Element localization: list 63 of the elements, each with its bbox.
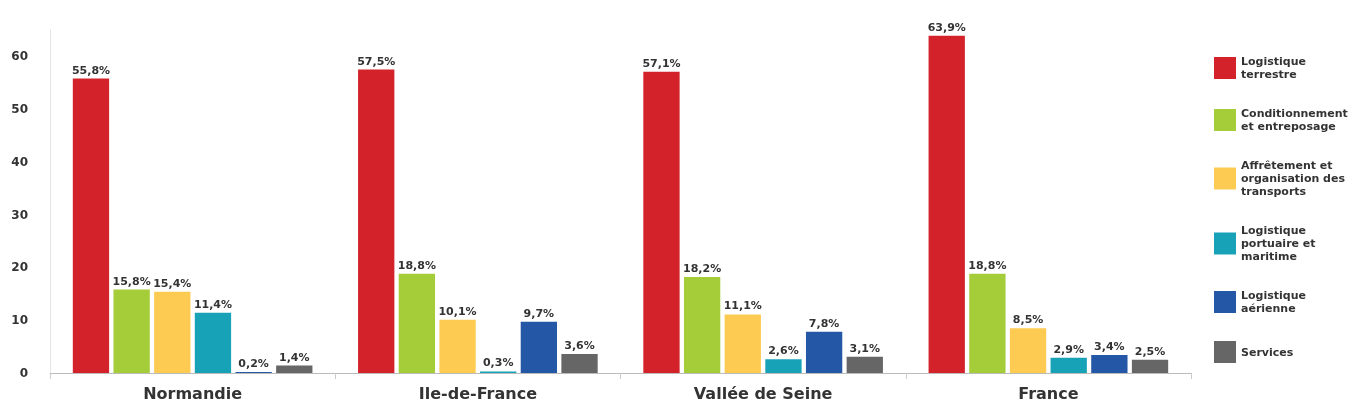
x-tick-label: Vallée de Seine bbox=[693, 383, 833, 403]
data-label: 0,3% bbox=[482, 356, 514, 370]
data-label: 57,5% bbox=[357, 54, 396, 68]
bar bbox=[72, 78, 110, 373]
data-label: 3,6% bbox=[564, 339, 595, 352]
bar bbox=[683, 276, 721, 373]
bar bbox=[928, 35, 965, 373]
x-tick-label: Ile-de-France bbox=[418, 383, 538, 403]
bar bbox=[439, 319, 476, 373]
x-tick-label: Normandie bbox=[143, 383, 243, 403]
data-label: 15,8% bbox=[112, 274, 151, 288]
data-label: 8,5% bbox=[1012, 313, 1044, 327]
data-label: 18,8% bbox=[968, 258, 1007, 272]
bar bbox=[805, 331, 843, 373]
bar bbox=[724, 314, 761, 373]
data-label: 55,8% bbox=[71, 63, 111, 77]
data-label: 10,1% bbox=[438, 304, 477, 318]
y-tick-label: 40 bbox=[11, 154, 28, 169]
data-label: 3,4% bbox=[1094, 340, 1125, 354]
y-tick-label: 60 bbox=[11, 49, 28, 64]
data-label: 18,8% bbox=[397, 258, 436, 272]
data-label: 18,2% bbox=[683, 261, 722, 275]
y-tick-label: 20 bbox=[11, 260, 28, 275]
bar bbox=[1131, 359, 1169, 373]
legend-label: Logistique portuaire et maritime bbox=[1241, 224, 1320, 263]
y-tick-label: 50 bbox=[11, 102, 28, 117]
bar bbox=[398, 273, 436, 373]
legend-label: Conditionnement et entreposage bbox=[1241, 107, 1352, 133]
bar bbox=[643, 71, 680, 373]
data-label: 0,2% bbox=[238, 356, 269, 370]
data-label: 1,4% bbox=[279, 350, 310, 364]
data-label: 9,7% bbox=[523, 306, 555, 320]
data-label: 11,4% bbox=[193, 297, 233, 311]
bar bbox=[194, 312, 232, 373]
legend-label: Logistique aérienne bbox=[1241, 289, 1310, 315]
data-label: 57,1% bbox=[642, 56, 681, 70]
y-tick-label: 0 bbox=[19, 366, 28, 380]
bar bbox=[846, 356, 883, 373]
bar bbox=[1050, 357, 1087, 373]
bar bbox=[1009, 328, 1047, 373]
legend-label: Services bbox=[1241, 345, 1294, 359]
bar bbox=[113, 289, 150, 373]
bar bbox=[520, 321, 558, 373]
legend-label: Affrêtement et organisation des transports bbox=[1241, 159, 1349, 198]
bar bbox=[154, 291, 191, 373]
bar bbox=[969, 273, 1006, 373]
bar bbox=[561, 354, 598, 373]
data-label: 15,4% bbox=[153, 276, 192, 290]
data-label: 2,9% bbox=[1053, 342, 1084, 356]
data-label: 7,8% bbox=[808, 316, 840, 330]
bar bbox=[1091, 355, 1128, 373]
data-label: 2,5% bbox=[1134, 344, 1166, 358]
data-label: 2,6% bbox=[768, 344, 799, 358]
bar bbox=[276, 365, 313, 373]
y-tick-label: 10 bbox=[11, 313, 28, 328]
data-label: 11,1% bbox=[723, 299, 762, 313]
y-tick-label: 30 bbox=[11, 207, 28, 222]
x-tick-label: France bbox=[1018, 383, 1079, 403]
bar bbox=[358, 69, 395, 373]
data-label: 3,1% bbox=[849, 341, 881, 355]
data-label: 63,9% bbox=[927, 20, 966, 34]
legend-label: Logistique terrestre bbox=[1241, 55, 1310, 81]
bar bbox=[765, 359, 802, 373]
